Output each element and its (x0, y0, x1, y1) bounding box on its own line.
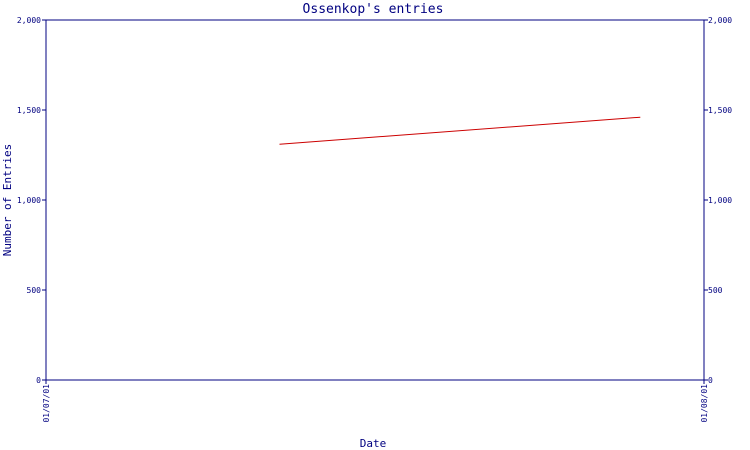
y-tick-label-right: 2,000 (708, 16, 732, 25)
x-axis: 01/07/01 01/08/01 (42, 380, 709, 423)
y-tick-label-right: 1,000 (708, 196, 732, 205)
x-tick-label: 01/07/01 (42, 384, 51, 423)
series-line (279, 116, 641, 145)
y-tick-label-left: 0 (36, 376, 41, 385)
y-tick-label-right: 0 (708, 376, 713, 385)
series-layer (279, 116, 641, 145)
x-axis-label: Date (360, 437, 387, 450)
x-tick-label: 01/08/01 (700, 384, 709, 423)
y-tick-label-left: 1,500 (17, 106, 41, 115)
y-tick-label-right: 1,500 (708, 106, 732, 115)
chart-title: Ossenkop's entries (303, 2, 444, 17)
plot-frame (45, 19, 705, 381)
y-tick-label-left: 2,000 (17, 16, 41, 25)
y-axis-right: 0 500 1,000 1,500 2,000 (704, 16, 732, 385)
y-axis-label: Number of Entries (1, 144, 14, 257)
y-tick-label-left: 1,000 (17, 196, 41, 205)
y-axis-left: 0 500 1,000 1,500 2,000 (17, 16, 46, 385)
y-tick-label-right: 500 (708, 286, 723, 295)
y-tick-label-left: 500 (27, 286, 42, 295)
